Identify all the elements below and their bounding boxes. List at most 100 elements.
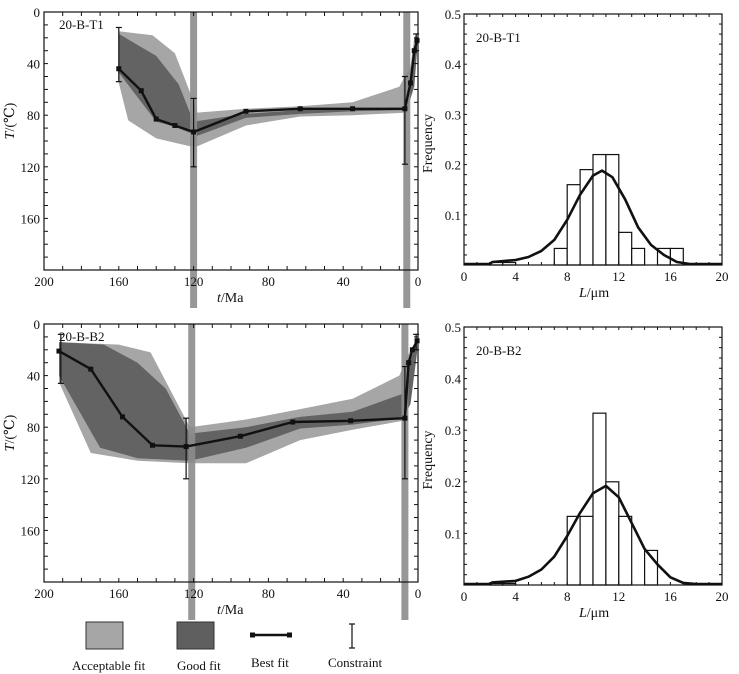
best-fit-marker: [153, 116, 159, 122]
x-axis-label: t/Ma: [217, 291, 244, 306]
good-fit-envelope: [59, 342, 418, 461]
best-fit-marker: [237, 433, 243, 439]
best-fit-marker: [149, 442, 155, 448]
legend-best-fit-marker-right: [287, 632, 292, 638]
x-axis-label: L/μm: [578, 606, 609, 621]
x-tick-label: 80: [262, 586, 275, 601]
y-tick-label: 0.2: [445, 475, 461, 490]
best-fit-marker: [348, 418, 354, 424]
x-axis-label: t/Ma: [217, 603, 244, 618]
y-tick-label: 40: [27, 369, 40, 384]
x-tick-label: 0: [415, 274, 422, 289]
panel-label: 20-B-T1: [59, 17, 104, 32]
y-axis-label-var: T: [3, 130, 18, 139]
x-axis-label-var: L: [578, 606, 587, 621]
length-fit-curve: [464, 484, 722, 586]
legend-good-swatch: [176, 621, 215, 650]
constraint-bar: [190, 97, 197, 168]
y-tick-label: 0: [34, 5, 41, 20]
y-axis-label-unit: /(℃): [3, 102, 18, 131]
x-tick-label: 120: [184, 586, 204, 601]
x-tick-label: 12: [612, 589, 625, 604]
y-tick-label: 80: [27, 420, 40, 435]
x-tick-label: 4: [512, 589, 519, 604]
panel-label: 20-B-B2: [476, 343, 522, 358]
x-tick-label: 16: [664, 589, 678, 604]
best-fit-line: [117, 40, 419, 134]
y-tick-label: 80: [27, 108, 40, 123]
legend: Acceptable fit Good fit Best fit Constra…: [72, 621, 383, 673]
y-tick-label: 120: [21, 472, 41, 487]
y-tick-label: 160: [21, 523, 41, 538]
histogram-bar: [618, 231, 633, 266]
x-tick-label: 16: [664, 269, 678, 284]
panel-label: 20-B-B2: [59, 329, 105, 344]
best-fit-marker: [414, 37, 420, 43]
legend-good-label: Good fit: [177, 658, 221, 673]
length-fit-curve: [464, 169, 722, 266]
best-fit-marker: [138, 88, 144, 94]
histogram-bar: [579, 515, 594, 586]
x-tick-label: 40: [337, 274, 350, 289]
x-tick-label: 4: [512, 269, 519, 284]
tt-panel-20-B-B2: 200 160 120 80 40 0 0 40 80 120 160 20-B-B2 t/Ma T/(℃…: [3, 317, 421, 620]
x-tick-label: 12: [612, 269, 625, 284]
y-tick-label: 0.3: [445, 423, 461, 438]
legend-constraint-label: Constraint: [328, 655, 383, 670]
constraint-icon: [349, 623, 355, 649]
x-axis-label-unit: /Ma: [221, 603, 244, 618]
tt-panel-20-B-T1: 200 160 120 80 40 0 0 40 80 120 160 20-B-T1 t/Ma T/(℃…: [3, 5, 421, 308]
x-axis-label: L/μm: [578, 286, 609, 301]
y-axis-label: Frequency: [421, 114, 436, 173]
legend-best-fit-marker-left: [250, 632, 255, 638]
y-axis-label: T/(℃): [3, 102, 18, 139]
y-axis-label: T/(℃): [3, 414, 18, 451]
histogram-panel-20-B-T1: 0 4 8 12 16 20 0.1 0.2 0.3 0.4 0.5 20-B-T1 L/μm Frequ…: [421, 7, 729, 301]
best-fit-marker: [243, 108, 249, 114]
x-axis-label-unit: /Ma: [221, 291, 244, 306]
y-tick-label: 0.5: [445, 320, 461, 335]
y-tick-label: 0.4: [445, 57, 462, 72]
x-tick-label: 120: [184, 274, 204, 289]
x-axis-label-unit: /μm: [587, 286, 609, 301]
x-tick-label: 8: [564, 589, 571, 604]
best-fit-marker: [414, 338, 420, 344]
best-fit-marker: [408, 80, 414, 86]
plot-frame: [43, 11, 419, 271]
y-tick-label: 120: [21, 160, 41, 175]
constraint-bar: [401, 365, 408, 480]
y-tick-label: 0.1: [445, 208, 461, 223]
y-tick-label: 160: [21, 211, 41, 226]
best-fit-marker: [406, 360, 412, 366]
best-fit-marker: [56, 348, 62, 354]
best-fit-marker: [120, 414, 126, 420]
best-fit-marker: [409, 347, 415, 353]
histogram-bar: [592, 412, 607, 586]
vertical-band: [403, 12, 411, 308]
y-tick-label: 0: [34, 317, 41, 332]
legend-acceptable-label: Acceptable fit: [72, 658, 146, 673]
histogram-panel-20-B-B2: 0 4 8 12 16 20 0.1 0.2 0.3 0.4 0.5 20-B-B2 L/μm Frequ…: [421, 320, 729, 621]
best-fit-marker: [172, 123, 178, 129]
legend-best-fit-label: Best fit: [251, 655, 289, 670]
y-tick-label: 0.4: [445, 372, 462, 387]
x-axis-label-var: L: [578, 286, 587, 301]
x-axis-label-unit: /μm: [587, 606, 609, 621]
histogram-bar: [605, 153, 620, 266]
x-tick-label: 0: [415, 586, 422, 601]
x-tick-label: 160: [109, 586, 129, 601]
panel-label: 20-B-T1: [476, 30, 521, 45]
y-tick-label: 0.5: [445, 7, 461, 22]
histogram-bar: [618, 515, 633, 586]
constraint-bar: [57, 333, 64, 384]
good-fit-envelope: [118, 33, 418, 136]
x-axis-label-var: t: [217, 291, 222, 306]
x-tick-label: 200: [34, 274, 54, 289]
constraint-bar: [401, 75, 408, 165]
constraint-bar: [115, 26, 122, 83]
vertical-band: [188, 324, 196, 620]
x-tick-label: 40: [337, 586, 350, 601]
best-fit-marker: [290, 419, 296, 425]
best-fit-marker: [297, 106, 303, 112]
